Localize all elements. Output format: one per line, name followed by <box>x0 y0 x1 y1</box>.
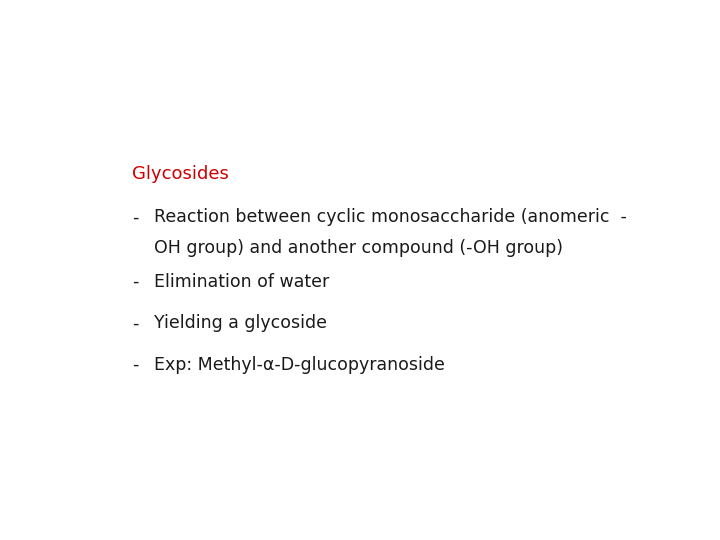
Text: Yielding a glycoside: Yielding a glycoside <box>154 314 327 332</box>
Text: OH group) and another compound (-OH group): OH group) and another compound (-OH grou… <box>154 239 563 258</box>
Text: -: - <box>132 356 138 374</box>
Text: Exp: Methyl-α-D-glucopyranoside: Exp: Methyl-α-D-glucopyranoside <box>154 356 445 374</box>
Text: -: - <box>132 314 138 332</box>
Text: Elimination of water: Elimination of water <box>154 273 330 291</box>
Text: Glycosides: Glycosides <box>132 165 229 183</box>
Text: Reaction between cyclic monosaccharide (anomeric  -: Reaction between cyclic monosaccharide (… <box>154 208 627 226</box>
Text: -: - <box>132 273 138 291</box>
Text: -: - <box>132 208 138 226</box>
